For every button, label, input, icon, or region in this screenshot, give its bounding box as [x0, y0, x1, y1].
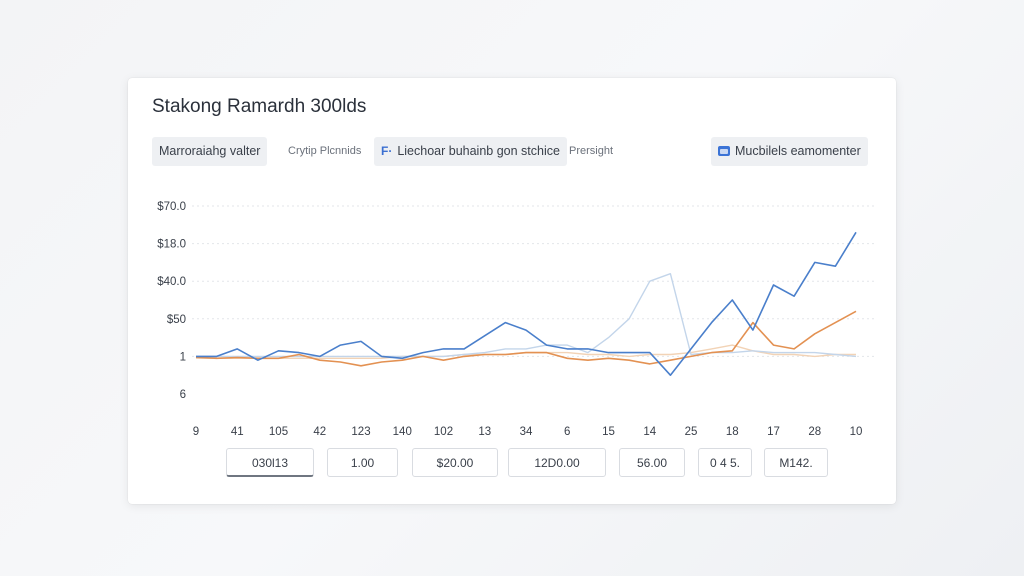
- x-tick-label: 14: [643, 426, 656, 438]
- footer-value-box[interactable]: 030l13: [226, 448, 314, 477]
- chart-card: Stakong Ramardh 300lds Marroraiahg valte…: [128, 78, 896, 504]
- x-tick-label: 18: [726, 426, 739, 438]
- footer-value-box[interactable]: 0 4 5.: [698, 448, 752, 477]
- footer-value-box[interactable]: 12D0.00: [508, 448, 606, 477]
- filter-link[interactable]: Crytip Plcnnids: [288, 145, 362, 157]
- x-tick-label: 123: [351, 426, 370, 438]
- series-line-blue: [196, 231, 857, 377]
- x-tick-label: 41: [231, 426, 244, 438]
- sort-button[interactable]: F· Liechoar buhainb gon stchice: [374, 137, 567, 166]
- x-tick-label: 10: [850, 426, 863, 438]
- x-tick-label: 102: [434, 426, 453, 438]
- series-line-orange: [195, 310, 857, 367]
- x-tick-label: 105: [269, 426, 288, 438]
- y-tick-label: 1: [180, 351, 186, 363]
- x-tick-label: 25: [685, 426, 698, 438]
- footer-value-box[interactable]: 1.00: [327, 448, 398, 477]
- x-tick-label: 17: [767, 426, 780, 438]
- y-tick-label: $40.0: [157, 276, 186, 288]
- x-tick-label: 140: [393, 426, 412, 438]
- mode-button-label: Mucbilels eamomenter: [735, 144, 861, 158]
- line-chart: $70.0 $18.0 $40.0 $50 1 6 9 41 105 42 123 140 102 13 3…: [157, 201, 874, 438]
- filter-icon: F·: [381, 144, 393, 159]
- footer-value-box[interactable]: M142.: [764, 448, 828, 477]
- x-tick-label: 42: [313, 426, 326, 438]
- page-title: Stakong Ramardh 300lds: [152, 96, 367, 117]
- x-tick-label: 15: [602, 426, 615, 438]
- mode-button[interactable]: Mucbilels eamomenter: [711, 137, 868, 166]
- y-tick-label: $18.0: [157, 239, 186, 251]
- x-tick-label: 6: [564, 426, 570, 438]
- window-icon: [718, 145, 730, 156]
- x-tick-label: 34: [520, 426, 533, 438]
- toolbar: Marroraiahg valter Crytip Plcnnids F· Lie…: [128, 137, 896, 167]
- preset-link[interactable]: Prersight: [569, 145, 614, 157]
- x-tick-label: 9: [193, 426, 199, 438]
- y-tick-label: 6: [180, 389, 186, 401]
- y-tick-label: $50: [167, 314, 186, 326]
- footer-value-box[interactable]: 56.00: [619, 448, 685, 477]
- x-tick-label: 13: [478, 426, 491, 438]
- x-tick-label: 28: [808, 426, 821, 438]
- filter-button[interactable]: Marroraiahg valter: [152, 137, 268, 166]
- footer-value-box[interactable]: $20.00: [412, 448, 498, 477]
- series-line-lightblue: [196, 272, 857, 358]
- y-tick-label: $70.0: [157, 201, 186, 213]
- sort-button-label: Liechoar buhainb gon stchice: [397, 144, 560, 158]
